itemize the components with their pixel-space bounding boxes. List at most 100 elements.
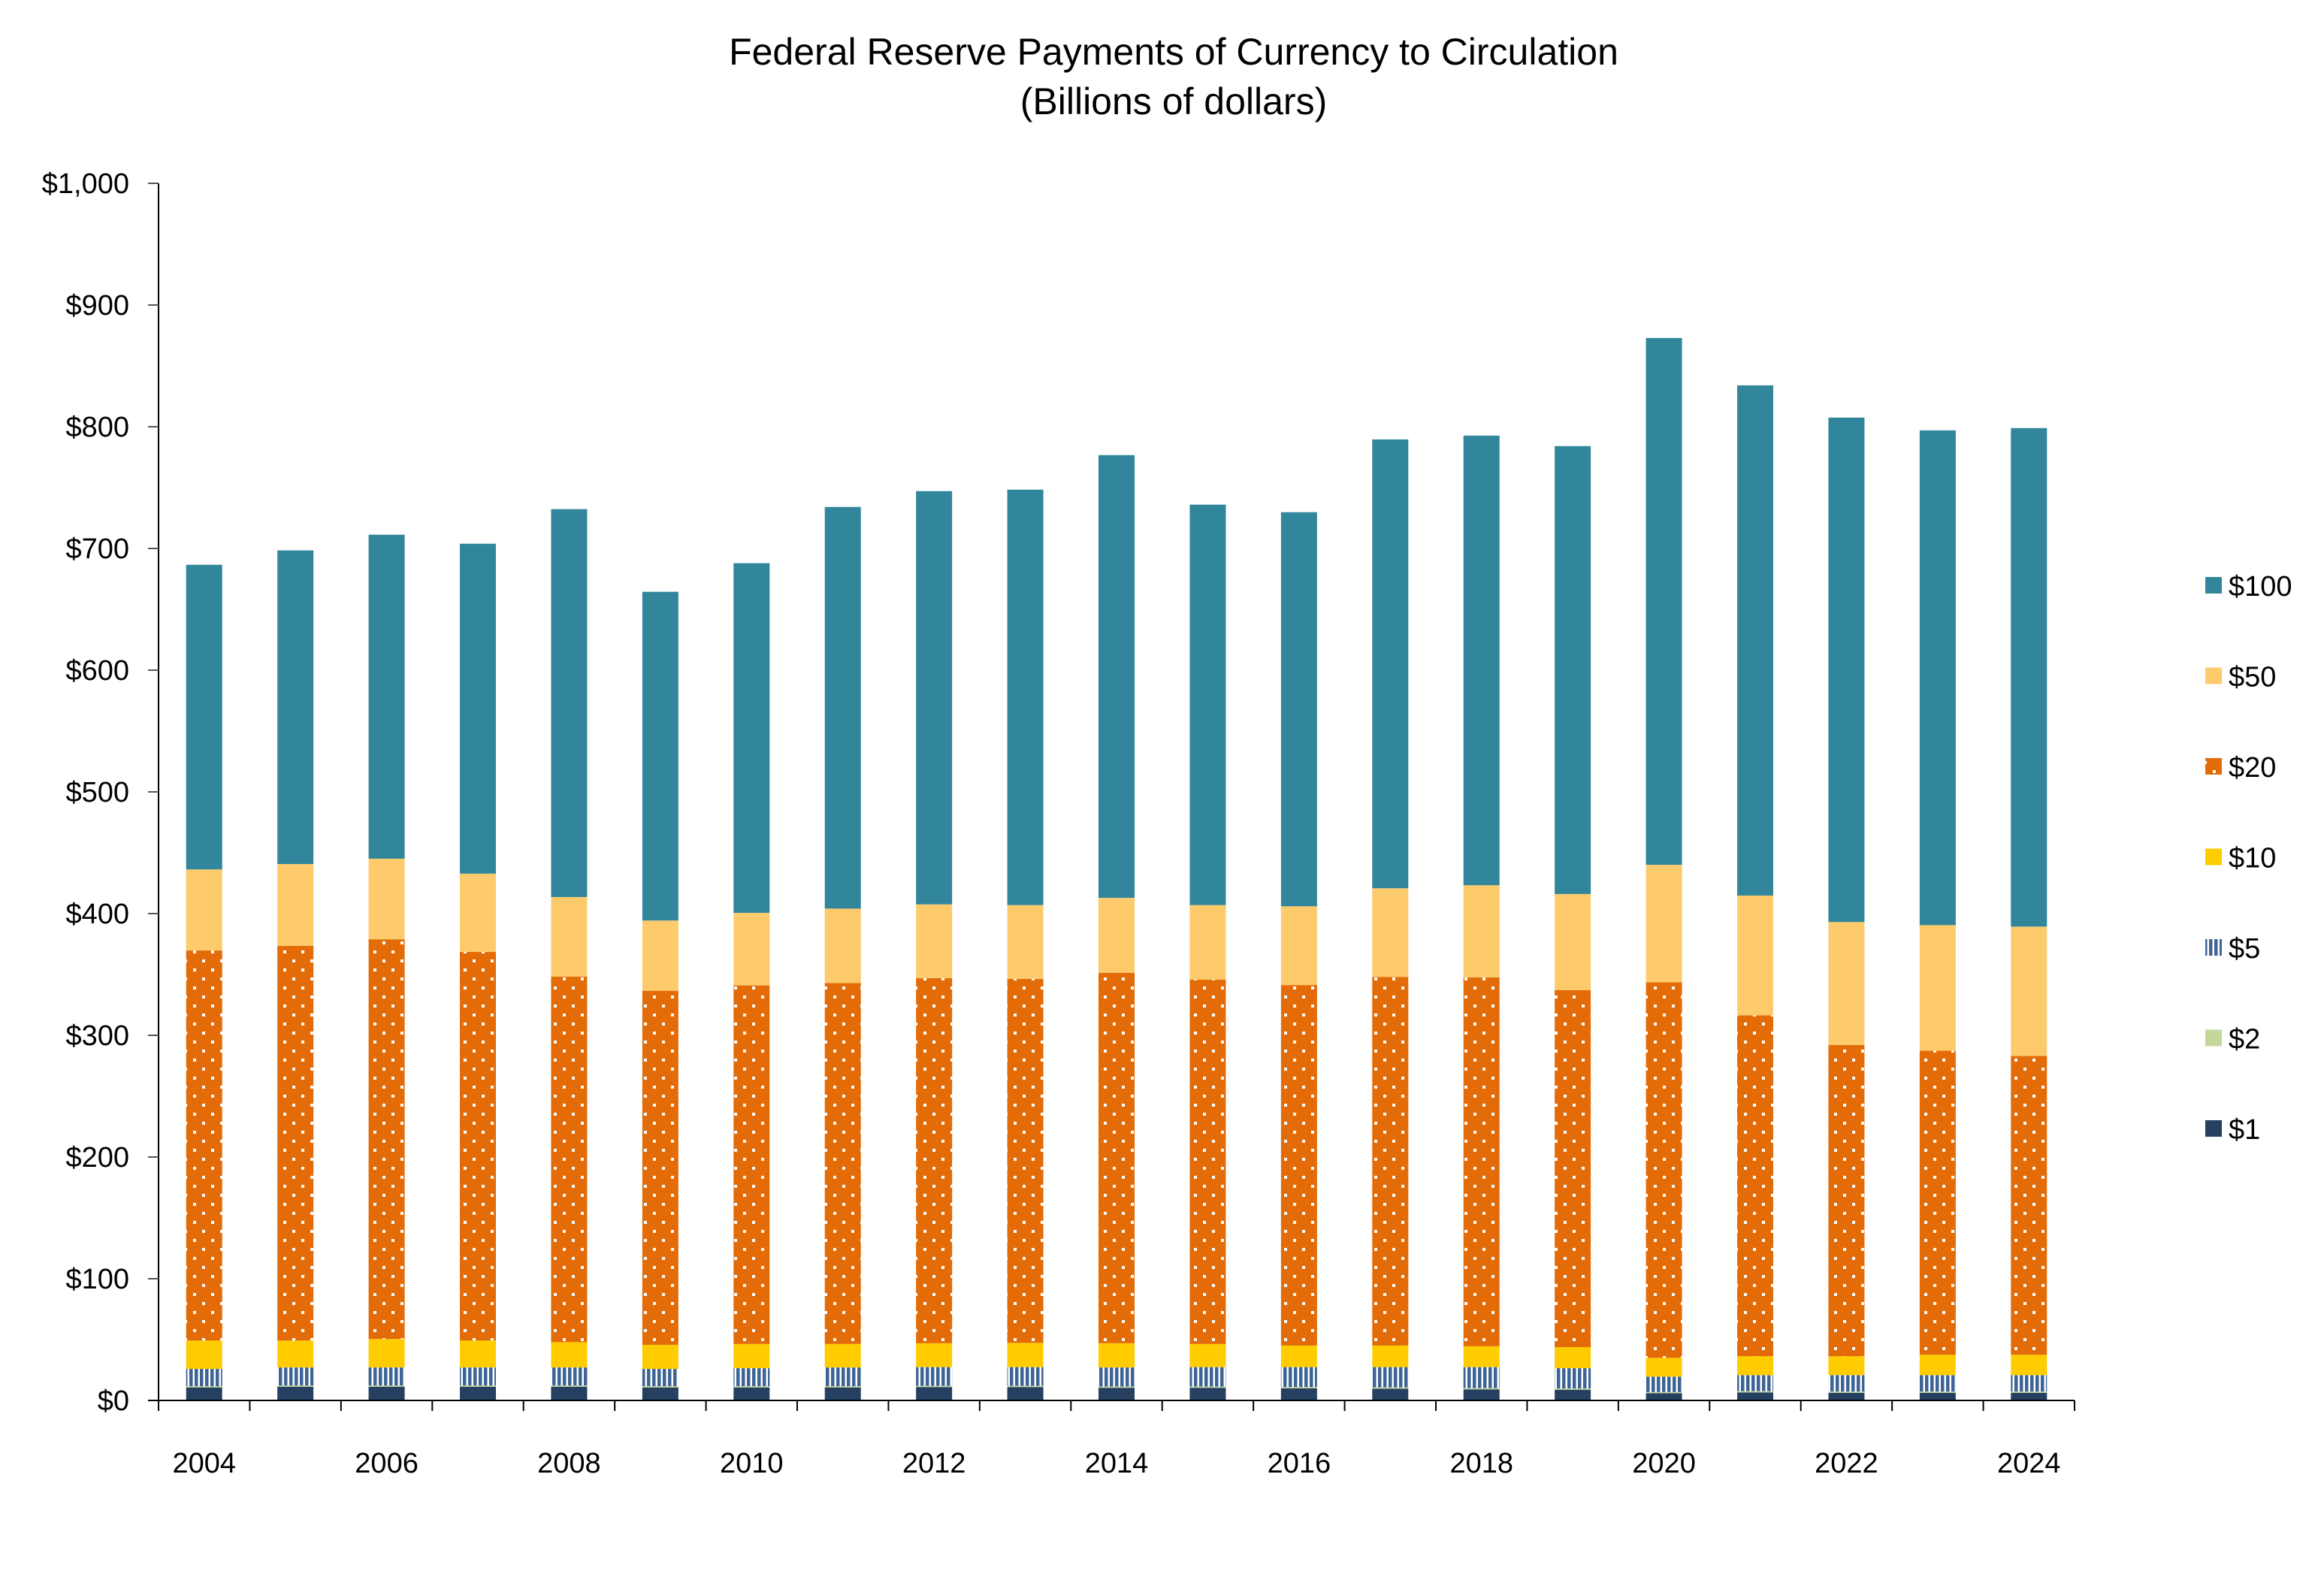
bar-segment-usd100-2011 bbox=[824, 506, 861, 909]
y-tick-label: $900 bbox=[65, 290, 129, 322]
bar-segment-usd1-2016 bbox=[1280, 1388, 1317, 1400]
legend-label: $100 bbox=[2229, 571, 2292, 603]
bar-segment-usd1-2009 bbox=[642, 1387, 678, 1400]
bar-segment-usd1-2011 bbox=[824, 1387, 861, 1400]
x-tick-label: 2010 bbox=[720, 1448, 784, 1479]
bar-stack-2009 bbox=[642, 591, 678, 1400]
bar-segment-usd5-2024 bbox=[2011, 1375, 2047, 1392]
bar-segment-usd20-2023 bbox=[1919, 1050, 1956, 1355]
x-tick-label: 2012 bbox=[902, 1448, 966, 1479]
bar-segment-usd5-2017 bbox=[1372, 1367, 1409, 1388]
bar-stack-2010 bbox=[733, 563, 770, 1400]
bar-segment-usd20-2005 bbox=[277, 945, 314, 1341]
x-tick-label: 2022 bbox=[1815, 1448, 1878, 1479]
legend: $100 $50 $20 $10 $5 $2 $1 bbox=[2205, 571, 2292, 1146]
y-tick-label: $300 bbox=[65, 1020, 129, 1052]
bar-segment-usd10-2018 bbox=[1463, 1346, 1500, 1367]
bar-segment-usd2-2019 bbox=[1555, 1388, 1591, 1390]
bar-segment-usd50-2014 bbox=[1099, 898, 1135, 973]
bar-segment-usd5-2012 bbox=[916, 1367, 953, 1386]
bar-segment-usd5-2005 bbox=[277, 1367, 314, 1386]
bar-segment-usd10-2023 bbox=[1919, 1355, 1956, 1376]
bar-segment-usd2-2013 bbox=[1007, 1385, 1044, 1388]
bar-segment-usd50-2021 bbox=[1737, 896, 1773, 1016]
bar-segment-usd50-2005 bbox=[277, 864, 314, 946]
bar-segment-usd10-2007 bbox=[460, 1340, 496, 1368]
bar-stack-2013 bbox=[1007, 489, 1044, 1400]
bar-segment-usd5-2020 bbox=[1646, 1376, 1682, 1392]
bar-segment-usd50-2009 bbox=[642, 920, 678, 991]
bar-segment-usd10-2005 bbox=[277, 1340, 314, 1368]
bar-stack-2006 bbox=[368, 534, 405, 1400]
bar-stack-2022 bbox=[1828, 417, 1865, 1400]
bar-segment-usd20-2012 bbox=[916, 977, 953, 1343]
bar-segment-usd50-2006 bbox=[368, 858, 405, 940]
bar-segment-usd2-2006 bbox=[368, 1385, 405, 1387]
bar-segment-usd10-2012 bbox=[916, 1343, 953, 1367]
bar-stack-2017 bbox=[1372, 439, 1409, 1400]
bar-segment-usd10-2009 bbox=[642, 1344, 678, 1370]
bar-stack-2012 bbox=[916, 491, 953, 1400]
bar-segment-usd100-2014 bbox=[1099, 455, 1135, 899]
bar-segment-usd100-2022 bbox=[1828, 417, 1865, 923]
y-tick-label: $400 bbox=[65, 899, 129, 930]
bar-segment-usd20-2006 bbox=[368, 939, 405, 1340]
bar-segment-usd50-2016 bbox=[1280, 906, 1317, 986]
bar-stack-2011 bbox=[824, 506, 861, 1400]
bar-segment-usd20-2008 bbox=[551, 976, 588, 1343]
x-tick-label: 2020 bbox=[1632, 1448, 1696, 1479]
bar-segment-usd10-2016 bbox=[1280, 1345, 1317, 1367]
bar-segment-usd1-2007 bbox=[460, 1386, 496, 1400]
bar-segment-usd50-2020 bbox=[1646, 865, 1682, 983]
bar-segment-usd10-2022 bbox=[1828, 1356, 1865, 1376]
bar-segment-usd5-2010 bbox=[733, 1368, 770, 1387]
bar-segment-usd50-2013 bbox=[1007, 905, 1044, 979]
bar-segment-usd5-2013 bbox=[1007, 1367, 1044, 1386]
bar-segment-usd2-2021 bbox=[1737, 1391, 1773, 1393]
bar-segment-usd1-2021 bbox=[1737, 1392, 1773, 1400]
bar-segment-usd100-2021 bbox=[1737, 385, 1773, 896]
bar-segment-usd1-2006 bbox=[368, 1386, 405, 1400]
bar-segment-usd10-2014 bbox=[1099, 1343, 1135, 1368]
bar-segment-usd1-2017 bbox=[1372, 1388, 1409, 1400]
bar-segment-usd2-2024 bbox=[2011, 1391, 2047, 1393]
bar-segment-usd10-2020 bbox=[1646, 1358, 1682, 1377]
bar-segment-usd100-2004 bbox=[186, 564, 222, 870]
bar-segment-usd1-2005 bbox=[277, 1386, 314, 1400]
bar-stack-2018 bbox=[1463, 435, 1500, 1400]
bar-segment-usd5-2008 bbox=[551, 1367, 588, 1386]
bar-segment-usd100-2024 bbox=[2011, 427, 2047, 927]
legend-label: $5 bbox=[2229, 933, 2260, 965]
x-tick-label: 2016 bbox=[1268, 1448, 1331, 1479]
bar-segment-usd5-2006 bbox=[368, 1367, 405, 1386]
x-tick-label: 2018 bbox=[1449, 1448, 1513, 1479]
y-tick-label: $0 bbox=[98, 1385, 129, 1417]
bar-segment-usd50-2012 bbox=[916, 904, 953, 978]
bar-segment-usd100-2012 bbox=[916, 491, 953, 905]
bar-segment-usd5-2015 bbox=[1189, 1367, 1226, 1387]
bar-segment-usd1-2020 bbox=[1646, 1393, 1682, 1400]
bar-segment-usd2-2016 bbox=[1280, 1387, 1317, 1388]
bar-stack-2016 bbox=[1280, 512, 1317, 1400]
y-tick-label: $1,000 bbox=[42, 168, 129, 200]
chart-title-line1: Federal Reserve Payments of Currency to … bbox=[729, 31, 1618, 73]
bar-segment-usd1-2018 bbox=[1463, 1389, 1500, 1400]
x-tick-label: 2004 bbox=[172, 1448, 236, 1479]
bar-segment-usd5-2018 bbox=[1463, 1367, 1500, 1388]
bar-segment-usd10-2013 bbox=[1007, 1343, 1044, 1367]
bar-stack-2020 bbox=[1646, 337, 1682, 1400]
bar-segment-usd1-2019 bbox=[1555, 1389, 1591, 1400]
bar-segment-usd10-2010 bbox=[733, 1343, 770, 1369]
bar-segment-usd50-2015 bbox=[1189, 905, 1226, 980]
bar-segment-usd100-2006 bbox=[368, 534, 405, 859]
bar-segment-usd1-2008 bbox=[551, 1386, 588, 1400]
bar-segment-usd5-2004 bbox=[186, 1369, 222, 1387]
bar-segment-usd100-2015 bbox=[1189, 504, 1226, 905]
bar-segment-usd2-2014 bbox=[1099, 1386, 1135, 1388]
bar-segment-usd20-2011 bbox=[824, 983, 861, 1344]
bar-segment-usd20-2022 bbox=[1828, 1044, 1865, 1357]
bar-segment-usd5-2014 bbox=[1099, 1367, 1135, 1387]
bar-segment-usd2-2020 bbox=[1646, 1391, 1682, 1394]
legend-label: $10 bbox=[2229, 843, 2276, 875]
